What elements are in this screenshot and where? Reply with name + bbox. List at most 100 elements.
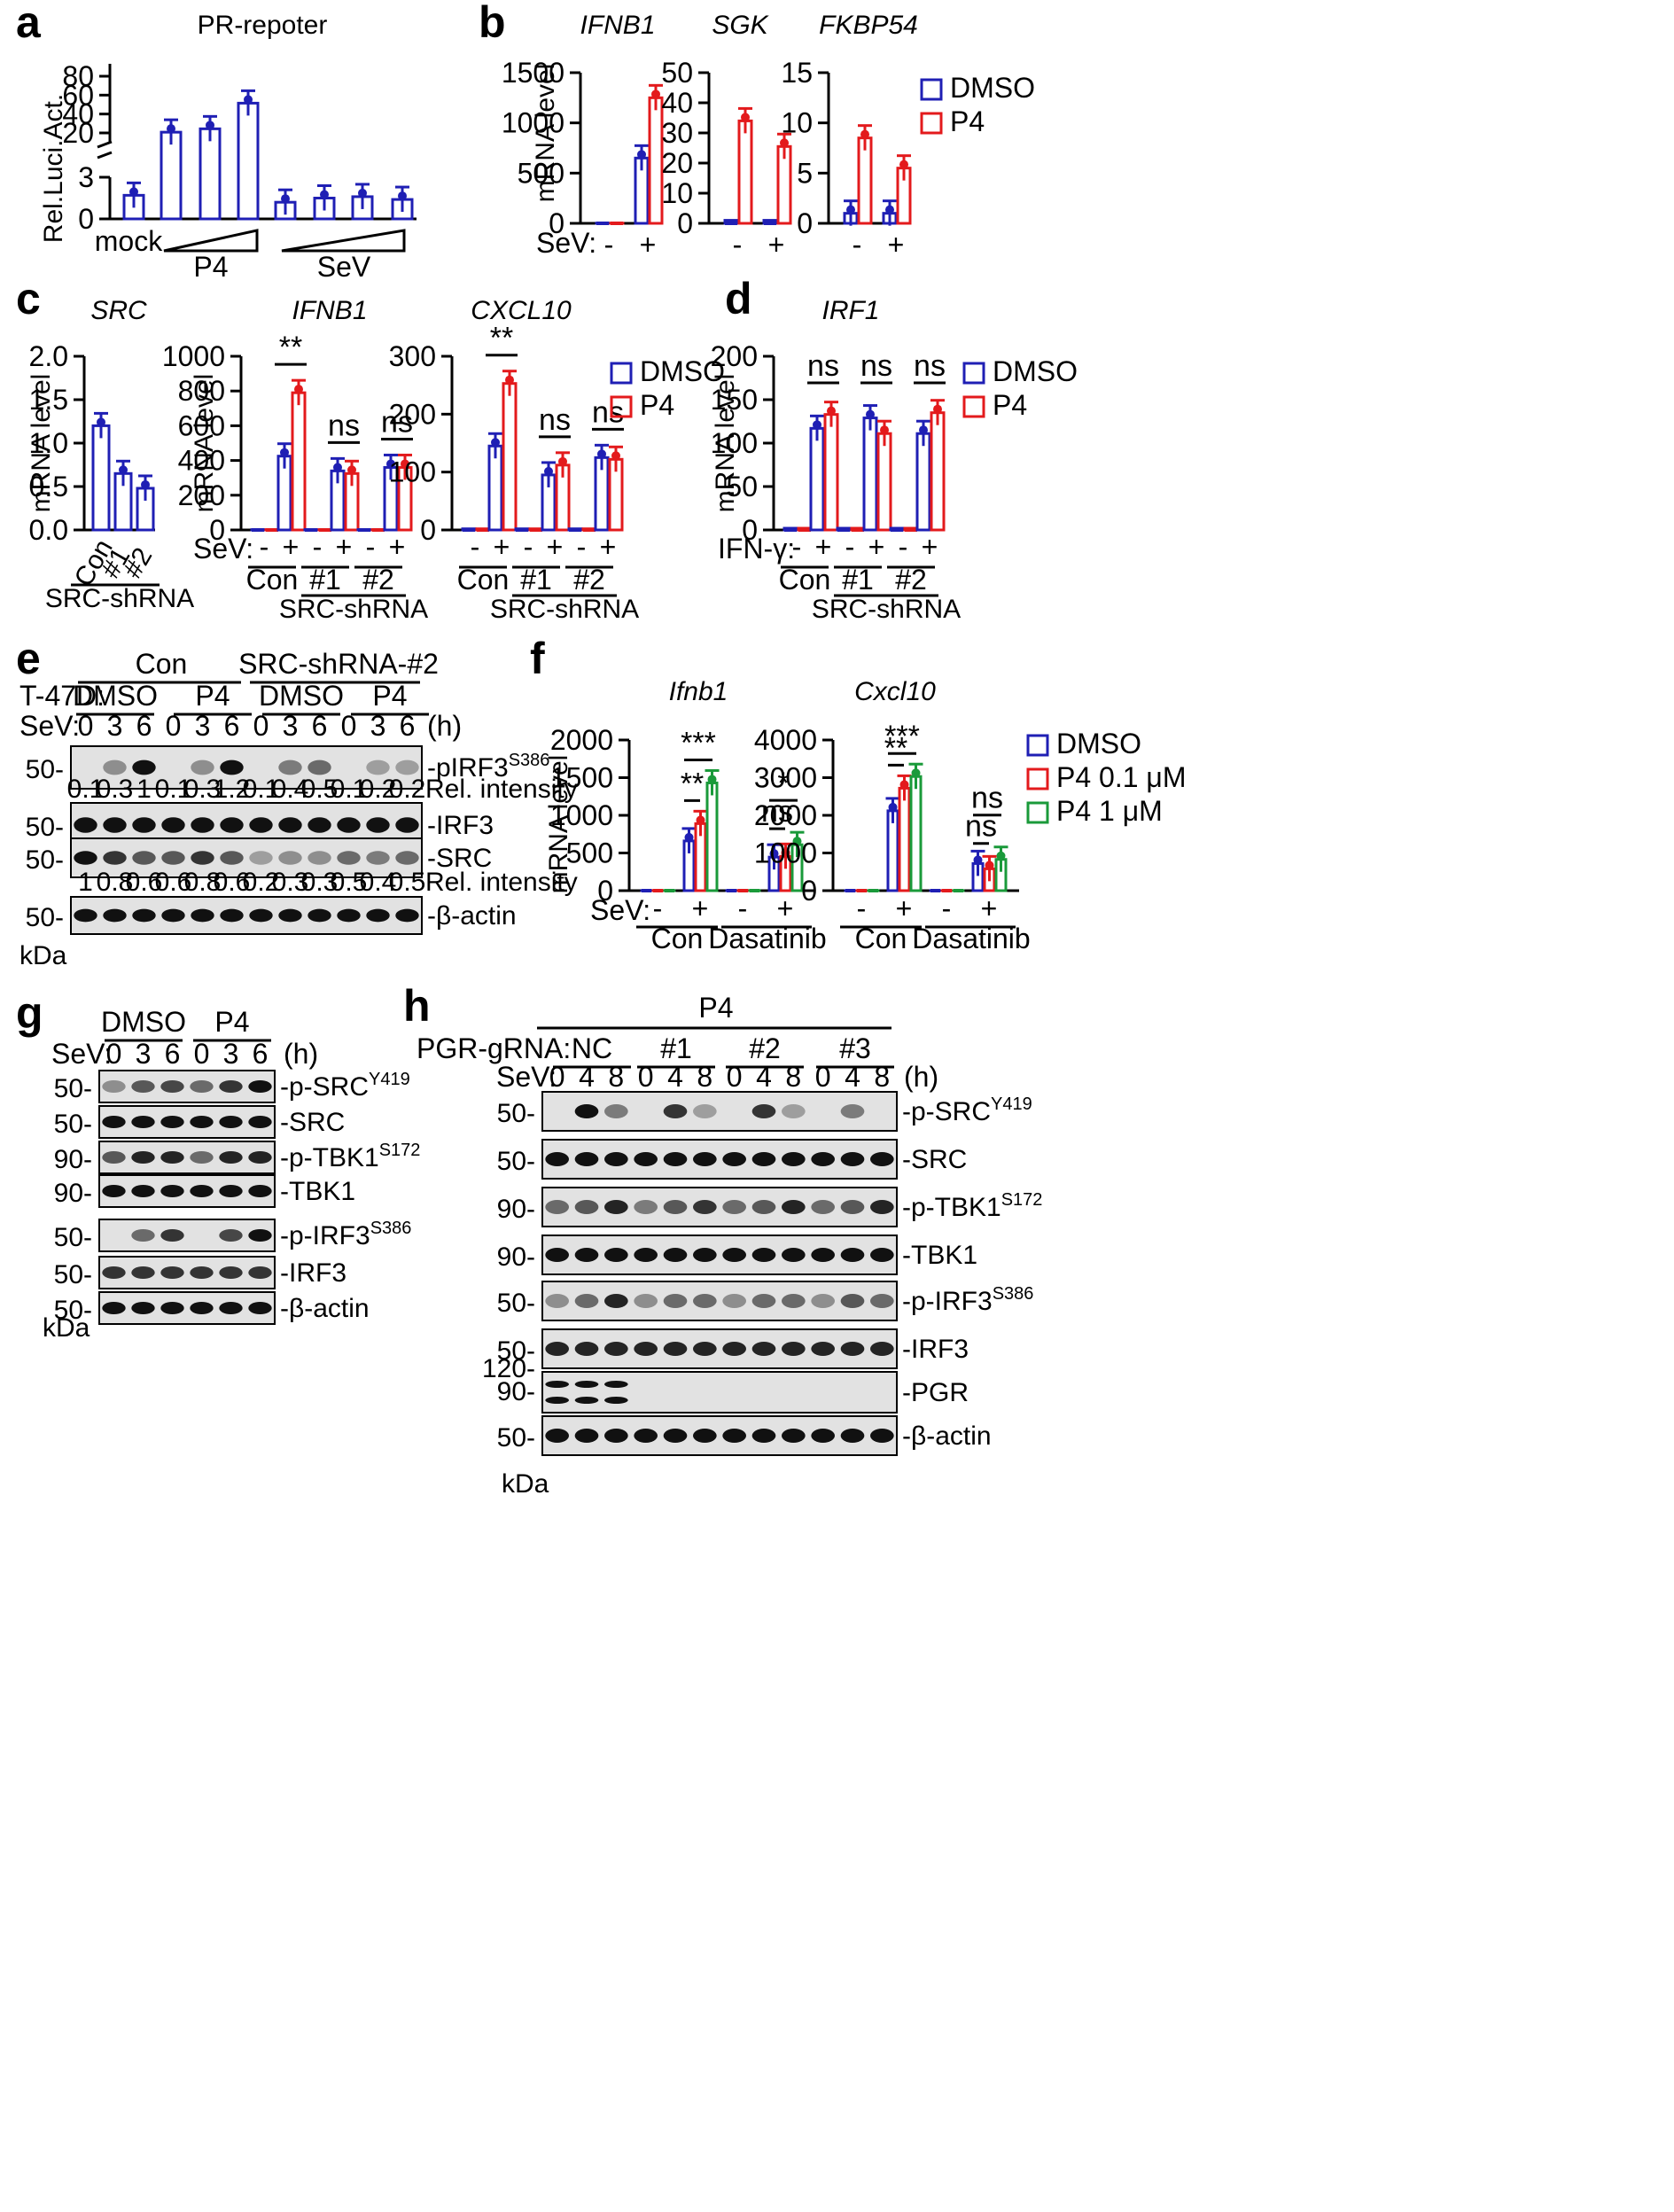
data-point: [866, 409, 875, 419]
western-band: [190, 1116, 214, 1128]
western-band: [219, 1266, 243, 1279]
western-band: [337, 851, 361, 865]
western-band: [160, 1151, 184, 1164]
data-point: [347, 465, 356, 475]
legend-label: P4 0.1 μM: [1056, 761, 1187, 793]
data-point: [637, 150, 646, 160]
group-label: #1: [520, 564, 552, 596]
data-point: [846, 205, 855, 214]
western-band: [220, 908, 244, 923]
western-band: [248, 1116, 272, 1128]
western-band: [634, 1248, 658, 1262]
data-point: [880, 425, 889, 435]
western-band: [870, 1294, 894, 1308]
sev-label: SeV:: [536, 227, 596, 259]
blot-name: -β-actin: [427, 901, 517, 931]
panel-label-a: a: [16, 0, 42, 47]
data-point: [769, 849, 779, 859]
western-band: [308, 851, 331, 865]
sev-sign: -: [577, 531, 587, 563]
legend-label: P4: [950, 105, 985, 137]
western-band: [132, 851, 156, 865]
bar-p4: [291, 391, 307, 532]
western-band: [160, 1080, 184, 1093]
blot-label: -TBK1: [902, 1241, 977, 1270]
data-point: [401, 459, 409, 469]
western-band: [161, 817, 185, 833]
blot-strip: [98, 1105, 276, 1139]
western-band: [249, 851, 273, 865]
blot-name: -β-actin: [280, 1294, 370, 1323]
blot-label: -pIRF3S386: [427, 751, 549, 783]
group-label: Con: [779, 564, 831, 596]
western-band: [634, 1200, 658, 1214]
time-label: 8: [608, 1061, 624, 1093]
rel-intensity-value: 0.2: [243, 868, 280, 897]
data-point: [141, 479, 150, 489]
western-band: [278, 759, 302, 775]
rel-intensity-value: 0.6: [126, 868, 163, 897]
western-band: [366, 908, 390, 923]
western-band: [663, 1429, 688, 1443]
western-band: [131, 1266, 155, 1279]
western-band: [191, 759, 214, 775]
legend-label: P4: [640, 389, 674, 421]
western-band: [220, 817, 244, 833]
sev-sign: -: [857, 892, 867, 924]
y-tick-label: 40: [661, 87, 693, 119]
significance-mark: ns: [807, 349, 839, 383]
bar-dmso: [487, 444, 503, 532]
legend-swatch: [1026, 767, 1049, 791]
mw-marker: 50-: [54, 1074, 92, 1103]
y-tick-label: 0: [597, 875, 613, 907]
western-band: [604, 1294, 628, 1308]
time-unit: (h): [427, 710, 462, 742]
blot-label: -β-actin: [427, 901, 517, 931]
western-band: [131, 1080, 155, 1093]
sev-sign: -: [524, 531, 533, 563]
kda-label: kDa: [502, 1469, 549, 1499]
blot-name: -SRC: [280, 1108, 345, 1137]
time-label: 6: [253, 1038, 269, 1070]
mw-marker: 90-: [497, 1377, 535, 1406]
western-band: [131, 1302, 155, 1314]
blot-name: -IRF3: [427, 811, 494, 840]
x-label-p4: P4: [193, 251, 228, 283]
western-band: [782, 1200, 806, 1214]
bar-src: [91, 424, 111, 532]
western-band: [870, 1429, 894, 1443]
data-point: [558, 456, 567, 466]
chart-title: IFNB1: [580, 11, 655, 40]
group-label: Con: [651, 923, 704, 954]
mw-marker: 90-: [497, 1242, 535, 1272]
mw-marker: 50-: [497, 1423, 535, 1453]
sev-sign: +: [389, 531, 406, 563]
western-band: [663, 1200, 688, 1214]
sev-sign: -: [471, 531, 480, 563]
y-tick-label: 1500: [502, 57, 564, 89]
data-point: [597, 449, 606, 459]
blot-label: -SRC: [427, 844, 492, 873]
blot-superscript: S172: [379, 1141, 421, 1160]
western-band: [545, 1294, 570, 1308]
blot-strip: [541, 1281, 898, 1321]
blot-superscript: Y419: [991, 1094, 1032, 1114]
data-point: [899, 160, 908, 169]
western-band: [219, 1151, 243, 1164]
data-point: [911, 768, 921, 778]
western-band: [693, 1429, 717, 1443]
rel-intensity-value: 0.3: [97, 775, 134, 804]
group-label: #2: [895, 564, 927, 596]
y-tick-label: 100: [389, 456, 436, 488]
axis-break: [97, 140, 113, 149]
western-band: [102, 1185, 126, 1197]
x-label-sev: SeV: [317, 251, 371, 283]
bar-dmso: [862, 417, 878, 532]
rel-intensity-label: Rel. intensity: [425, 868, 578, 897]
western-band: [160, 1116, 184, 1128]
western-band: [574, 1200, 599, 1214]
sev-sign: -: [313, 531, 323, 563]
sev-label: SeV:: [193, 533, 253, 565]
axis-break: [97, 151, 113, 160]
data-point: [707, 775, 717, 784]
